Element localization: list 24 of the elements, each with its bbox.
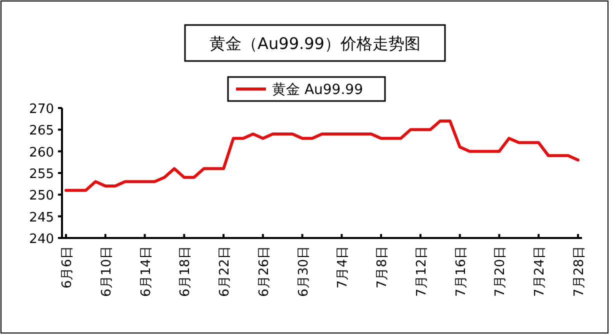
x-tick-label: 7月24日: [532, 246, 548, 297]
y-tick-label: 270: [29, 102, 54, 117]
legend-label: 黄金 Au99.99: [272, 82, 363, 98]
y-tick-label: 260: [29, 145, 54, 160]
x-tick-label: 6月26日: [256, 246, 272, 297]
x-tick-label: 6月18日: [178, 246, 194, 297]
x-tick-label: 6月10日: [99, 246, 114, 297]
x-tick-label: 7月4日: [336, 246, 351, 289]
x-tick-label: 6月22日: [218, 246, 233, 297]
line-series: [64, 120, 580, 192]
x-tick-label: 6月6日: [60, 246, 75, 289]
x-tick-label: 7月8日: [375, 246, 390, 289]
y-tick-label: 245: [29, 210, 54, 226]
y-tick-label: 240: [29, 232, 54, 247]
x-tick-label: 6月30日: [296, 246, 312, 297]
x-tick-label: 6月14日: [138, 246, 154, 297]
x-tick-label: 7月16日: [454, 246, 469, 297]
chart-title: 黄金（Au99.99）价格走势图: [210, 34, 420, 53]
x-tick-label: 7月28日: [572, 246, 587, 297]
x-tick-label: 7月20日: [493, 246, 508, 297]
x-tick-label: 7月12日: [414, 246, 430, 297]
y-tick-label: 265: [29, 124, 54, 139]
y-tick-label: 250: [29, 188, 54, 204]
y-tick-label: 255: [29, 167, 54, 182]
